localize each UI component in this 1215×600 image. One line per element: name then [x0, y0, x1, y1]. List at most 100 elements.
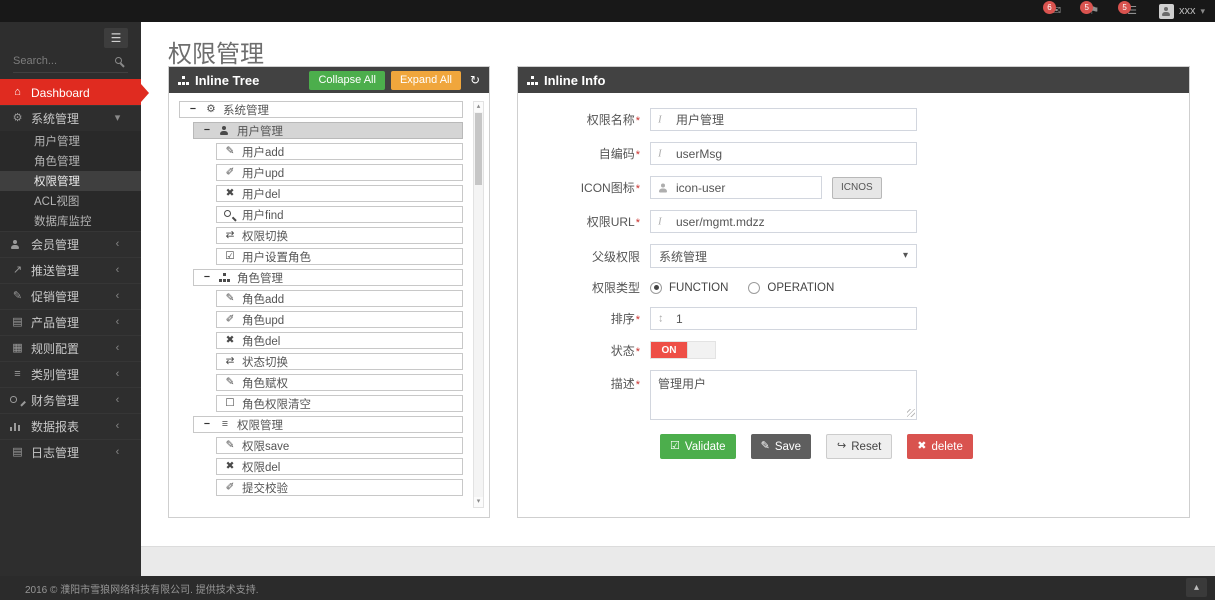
tree-node-label: 提交校验 — [242, 482, 288, 495]
sidebar-item-label: 规则配置 — [31, 342, 80, 356]
function-radio[interactable] — [650, 281, 662, 294]
tree-leaf[interactable]: 用户find — [216, 206, 463, 223]
url-input[interactable] — [650, 210, 917, 233]
notification-badge: 6 — [1043, 1, 1056, 14]
icon-input[interactable] — [650, 176, 822, 199]
italic-icon — [658, 216, 662, 227]
name-input[interactable] — [650, 108, 917, 131]
avatar — [1158, 3, 1174, 19]
delete-button[interactable]: delete — [907, 434, 973, 459]
tree-node-label: 用户upd — [242, 167, 285, 180]
validate-button[interactable]: Validate — [660, 434, 736, 459]
tree-leaf[interactable]: 角色upd — [216, 311, 463, 328]
chevron-left-icon — [110, 369, 125, 380]
type-label: 权限类型 — [591, 281, 640, 295]
edit-icon — [224, 167, 236, 178]
tree-leaf[interactable]: 权限save — [216, 437, 463, 454]
tree-leaf[interactable]: 状态切换 — [216, 353, 463, 370]
sidebar-item-push-management[interactable]: 推送管理 — [0, 257, 141, 283]
check-square-icon — [670, 441, 680, 452]
code-field-row: 自编码* — [536, 142, 1171, 165]
tree-panel-title: Inline Tree — [195, 72, 260, 88]
sidebar-item-product-management[interactable]: 产品管理 — [0, 309, 141, 335]
tree-node-label: 角色upd — [242, 314, 285, 327]
code-input[interactable] — [650, 142, 917, 165]
inline-info-panel: Inline Info 权限名称* 自编码* ICON图标* — [517, 66, 1190, 518]
sidebar-item-role-management[interactable]: 角色管理 — [0, 151, 141, 171]
parent-permission-select[interactable]: 系统管理 — [650, 244, 917, 268]
reset-button[interactable]: Reset — [826, 434, 893, 459]
tree-leaf[interactable]: 角色赋权 — [216, 374, 463, 391]
tree-node[interactable]: 用户管理 — [193, 122, 463, 139]
tree-leaf[interactable]: 角色del — [216, 332, 463, 349]
sidebar-menu: Dashboard 系统管理用户管理角色管理权限管理 ACL视图数据库监控会员管理推… — [0, 79, 149, 465]
collapse-all-button[interactable]: Collapse All — [309, 70, 385, 90]
tree-leaf[interactable]: 权限切换 — [216, 227, 463, 244]
sidebar-item-log-management[interactable]: 日志管理 — [0, 439, 141, 465]
chevron-left-icon — [110, 239, 125, 250]
copyright-text: 2016 © 濮阳市雪狼网络科技有限公司. 提供技术支持. — [25, 584, 259, 596]
tree-node[interactable]: 角色管理 — [193, 269, 463, 286]
switch-icon — [224, 230, 236, 241]
sidebar-item-promotion-management[interactable]: 促销管理 — [0, 283, 141, 309]
collapse-minus-icon[interactable] — [201, 272, 213, 283]
delete-icon — [224, 335, 236, 346]
sidebar-item-rule-config[interactable]: 规则配置 — [0, 335, 141, 361]
flag-notification[interactable]: 5 — [1080, 1, 1099, 17]
calendar-icon — [10, 447, 25, 458]
tasks-notification[interactable]: 5 — [1118, 1, 1137, 17]
type-field-row: 权限类型 FUNCTION OPERATION — [536, 279, 1171, 296]
sidebar-item-database-monitor[interactable]: 数据库监控 — [0, 211, 141, 231]
collapse-minus-icon[interactable] — [201, 125, 213, 136]
sidebar-item-member-management[interactable]: 会员管理 — [0, 231, 141, 257]
save-button[interactable]: Save — [750, 434, 812, 459]
sidebar-item-label: 产品管理 — [31, 316, 80, 330]
user-icon — [219, 126, 231, 135]
sidebar-toggle-button[interactable] — [104, 28, 128, 48]
operation-radio[interactable] — [748, 281, 761, 294]
search-input[interactable] — [13, 55, 115, 67]
scrollbar-thumb[interactable] — [475, 113, 482, 185]
icnos-button[interactable]: ICNOS — [832, 176, 882, 199]
collapse-minus-icon[interactable] — [201, 419, 213, 430]
tree-leaf[interactable]: 用户设置角色 — [216, 248, 463, 265]
scroll-down-icon[interactable]: ▾ — [474, 497, 483, 507]
tree-node-label: 状态切换 — [242, 356, 288, 369]
code-label: 自编码* — [598, 147, 640, 161]
envelope-notification[interactable]: 6 — [1043, 1, 1061, 17]
search-icon[interactable] — [115, 56, 124, 66]
description-label: 描述* — [610, 377, 640, 391]
sidebar-item-system-management[interactable]: 系统管理 — [0, 105, 141, 131]
user-menu[interactable]: xxx — [1158, 3, 1205, 19]
sidebar-item-category-management[interactable]: 类别管理 — [0, 361, 141, 387]
collapse-minus-icon[interactable] — [187, 104, 199, 115]
tree-node-label: 用户设置角色 — [242, 251, 311, 264]
required-mark: * — [635, 115, 640, 127]
sidebar-item-dashboard[interactable]: Dashboard — [0, 79, 149, 105]
sidebar-item-label: Dashboard — [31, 85, 90, 100]
description-textarea[interactable]: 管理用户 — [650, 370, 917, 420]
tree-node[interactable]: 系统管理 — [179, 101, 463, 118]
expand-all-button[interactable]: Expand All — [390, 70, 461, 90]
tree-leaf[interactable]: 权限del — [216, 458, 463, 475]
sidebar-item-acl-view[interactable]: ACL视图 — [0, 191, 141, 211]
sidebar-item-user-management[interactable]: 用户管理 — [0, 131, 141, 151]
tree-leaf[interactable]: 用户del — [216, 185, 463, 202]
sidebar-item-data-report[interactable]: 数据报表 — [0, 413, 141, 439]
chevron-left-icon — [110, 343, 125, 354]
refresh-icon[interactable] — [470, 74, 480, 86]
scroll-top-button[interactable] — [1186, 578, 1207, 597]
code-control — [650, 142, 917, 165]
tree-leaf[interactable]: 角色add — [216, 290, 463, 307]
tree-leaf[interactable]: 用户upd — [216, 164, 463, 181]
tree-scrollbar[interactable]: ▴ ▾ — [473, 101, 484, 508]
tree-leaf[interactable]: 用户add — [216, 143, 463, 160]
status-toggle[interactable]: ON — [650, 341, 716, 359]
sidebar-item-finance-management[interactable]: 财务管理 — [0, 387, 141, 413]
scroll-up-icon[interactable]: ▴ — [474, 102, 483, 112]
sort-input[interactable] — [650, 307, 917, 330]
tree-node[interactable]: 权限管理 — [193, 416, 463, 433]
tree-leaf[interactable]: 提交校验 — [216, 479, 463, 496]
tree-leaf[interactable]: 角色权限清空 — [216, 395, 463, 412]
sidebar-item-permission-management[interactable]: 权限管理 — [0, 171, 141, 191]
